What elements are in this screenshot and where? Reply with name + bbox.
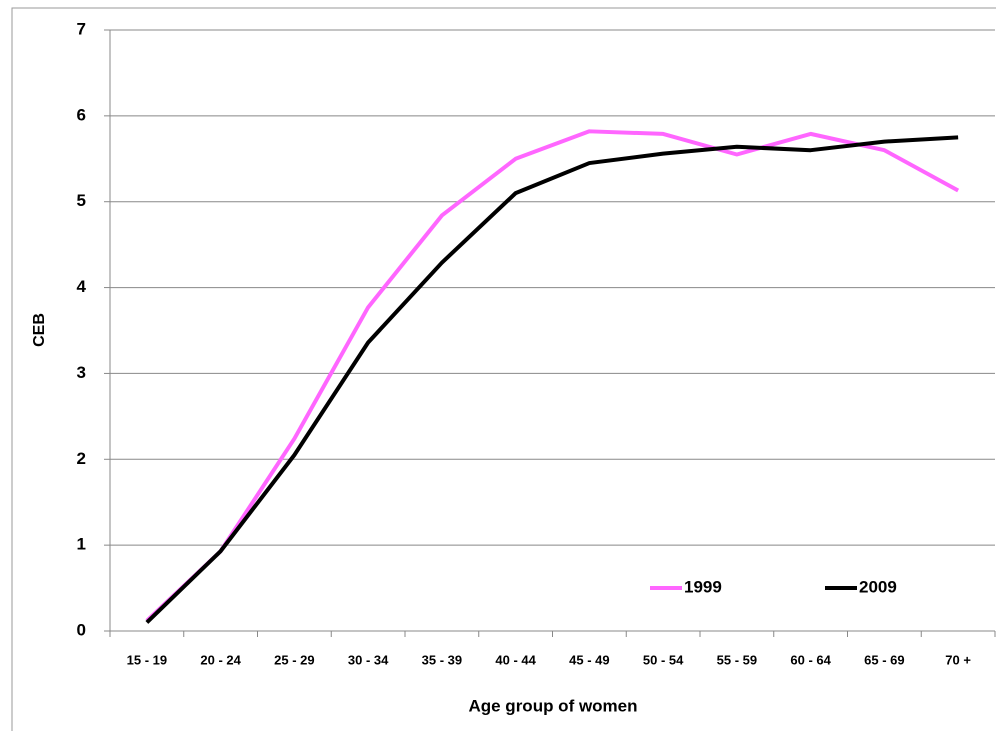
legend-label: 1999: [684, 577, 722, 596]
x-axis-title: Age group of women: [468, 696, 637, 715]
x-tick-label: 45 - 49: [569, 652, 609, 667]
data-line: [145, 135, 959, 624]
chart-frame: [11, 7, 996, 736]
y-tick-label: 0: [77, 620, 86, 639]
y-tick-label: 4: [77, 277, 87, 296]
x-tick-label: 55 - 59: [717, 652, 757, 667]
x-tick-label: 65 - 69: [864, 652, 904, 667]
legend-label: 2009: [859, 577, 897, 596]
x-tick-label: 35 - 39: [422, 652, 462, 667]
x-tick-label: 50 - 54: [643, 652, 684, 667]
x-tick-label: 70 +: [945, 652, 971, 667]
data-line: [145, 129, 960, 623]
y-tick-label: 6: [77, 105, 86, 124]
y-tick-label: 2: [77, 449, 86, 468]
x-tick-label: 25 - 29: [274, 652, 314, 667]
y-tick-label: 3: [77, 363, 86, 382]
x-tick-label: 15 - 19: [127, 652, 167, 667]
y-axis-title: CEB: [31, 313, 48, 347]
x-tick-label: 30 - 34: [348, 652, 389, 667]
y-tick-label: 7: [77, 19, 86, 38]
y-tick-label: 1: [77, 535, 86, 554]
x-tick-label: 40 - 44: [495, 652, 536, 667]
x-tick-label: 60 - 64: [790, 652, 831, 667]
x-tick-label: 20 - 24: [200, 652, 241, 667]
y-tick-label: 5: [77, 191, 86, 210]
